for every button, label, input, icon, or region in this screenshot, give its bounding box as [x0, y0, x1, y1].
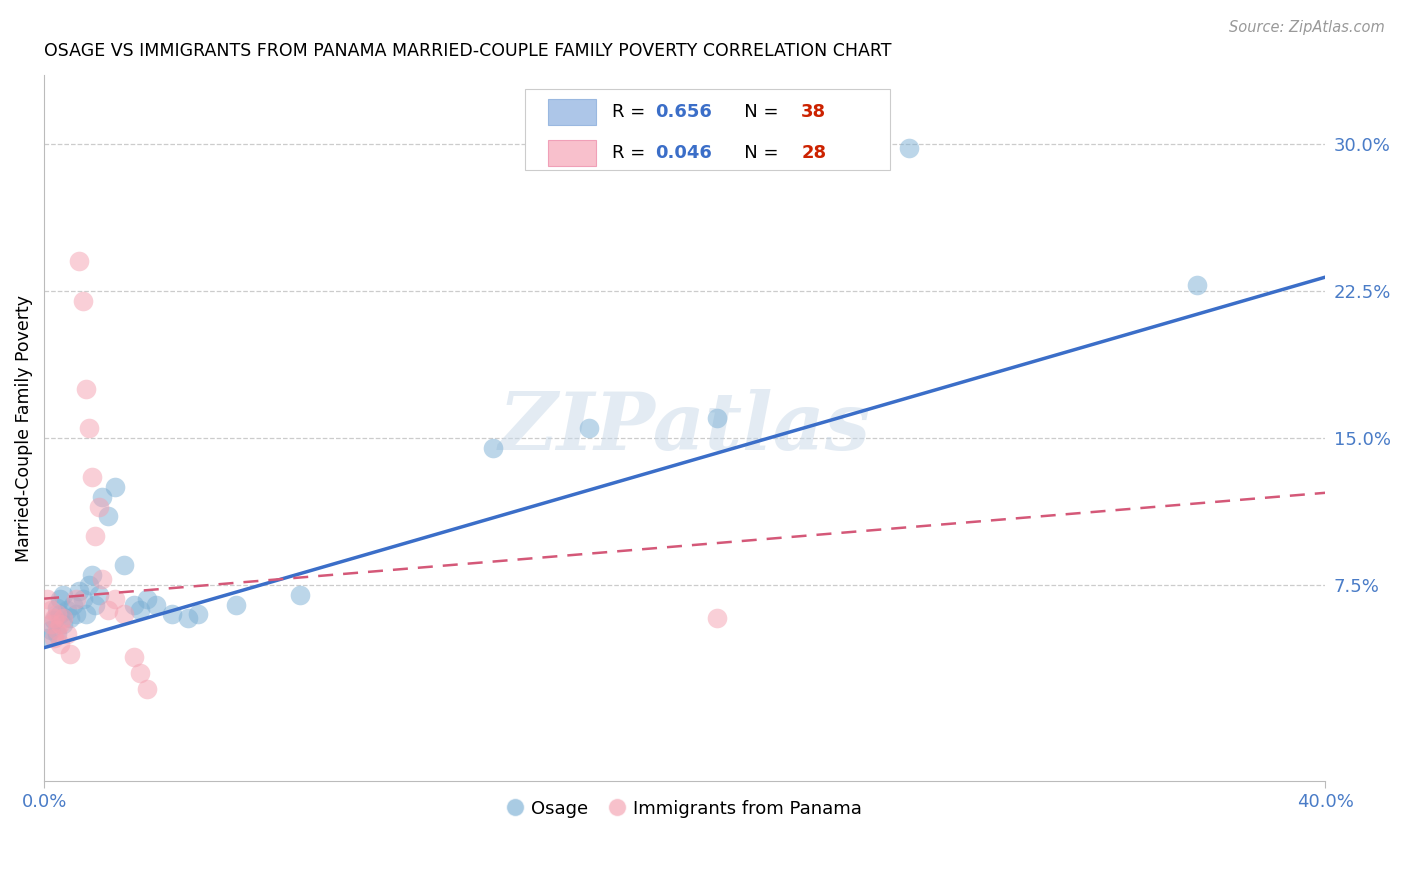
Point — [1185, 277, 1208, 292]
Point — [578, 421, 600, 435]
FancyBboxPatch shape — [524, 89, 890, 170]
Point — [706, 411, 728, 425]
Point — [39, 623, 62, 637]
Point — [84, 598, 107, 612]
Text: N =: N = — [727, 144, 785, 161]
Point — [122, 598, 145, 612]
Point — [42, 613, 65, 627]
Point — [129, 666, 152, 681]
Point — [45, 627, 67, 641]
Point — [62, 598, 84, 612]
Point — [72, 591, 94, 606]
Point — [42, 611, 65, 625]
Point — [55, 627, 77, 641]
Point — [45, 607, 67, 622]
Point — [90, 572, 112, 586]
Point — [112, 558, 135, 573]
Point — [77, 578, 100, 592]
Point — [67, 254, 90, 268]
Point — [45, 623, 67, 637]
Text: 0.046: 0.046 — [655, 144, 711, 161]
Point — [65, 591, 87, 606]
Point — [49, 617, 72, 632]
Text: Source: ZipAtlas.com: Source: ZipAtlas.com — [1229, 20, 1385, 35]
Point — [87, 500, 110, 514]
Point — [39, 603, 62, 617]
Point — [39, 617, 62, 632]
Legend: Osage, Immigrants from Panama: Osage, Immigrants from Panama — [501, 792, 869, 825]
Point — [225, 598, 247, 612]
Text: ZIPatlas: ZIPatlas — [499, 389, 870, 467]
Point — [72, 293, 94, 308]
Point — [49, 591, 72, 606]
Point — [52, 617, 75, 632]
Point — [90, 490, 112, 504]
Point — [37, 631, 59, 645]
Point — [37, 591, 59, 606]
Point — [290, 588, 312, 602]
FancyBboxPatch shape — [547, 99, 596, 125]
Point — [59, 611, 82, 625]
Text: R =: R = — [612, 144, 651, 161]
Point — [67, 583, 90, 598]
Point — [77, 421, 100, 435]
Point — [59, 647, 82, 661]
Point — [129, 603, 152, 617]
Point — [82, 470, 104, 484]
Text: OSAGE VS IMMIGRANTS FROM PANAMA MARRIED-COUPLE FAMILY POVERTY CORRELATION CHART: OSAGE VS IMMIGRANTS FROM PANAMA MARRIED-… — [44, 42, 891, 60]
Point — [75, 607, 97, 622]
Point — [135, 681, 157, 696]
Point — [55, 603, 77, 617]
Point — [103, 480, 125, 494]
Point — [97, 603, 120, 617]
Point — [75, 382, 97, 396]
Text: 38: 38 — [801, 103, 827, 121]
Point — [97, 509, 120, 524]
Point — [103, 591, 125, 606]
Point — [897, 141, 920, 155]
Y-axis label: Married-Couple Family Poverty: Married-Couple Family Poverty — [15, 294, 32, 562]
Point — [706, 611, 728, 625]
Point — [160, 607, 183, 622]
Point — [481, 441, 503, 455]
Point — [112, 607, 135, 622]
Point — [135, 591, 157, 606]
Text: 28: 28 — [801, 144, 827, 161]
Point — [45, 601, 67, 615]
Point — [87, 588, 110, 602]
Point — [187, 607, 209, 622]
Text: R =: R = — [612, 103, 651, 121]
Point — [52, 611, 75, 625]
FancyBboxPatch shape — [547, 140, 596, 166]
Point — [177, 611, 200, 625]
Point — [145, 598, 167, 612]
Point — [49, 607, 72, 622]
Point — [122, 650, 145, 665]
Point — [65, 607, 87, 622]
Point — [42, 631, 65, 645]
Point — [52, 588, 75, 602]
Point — [82, 568, 104, 582]
Point — [49, 637, 72, 651]
Text: 0.656: 0.656 — [655, 103, 711, 121]
Text: N =: N = — [727, 103, 785, 121]
Point — [84, 529, 107, 543]
